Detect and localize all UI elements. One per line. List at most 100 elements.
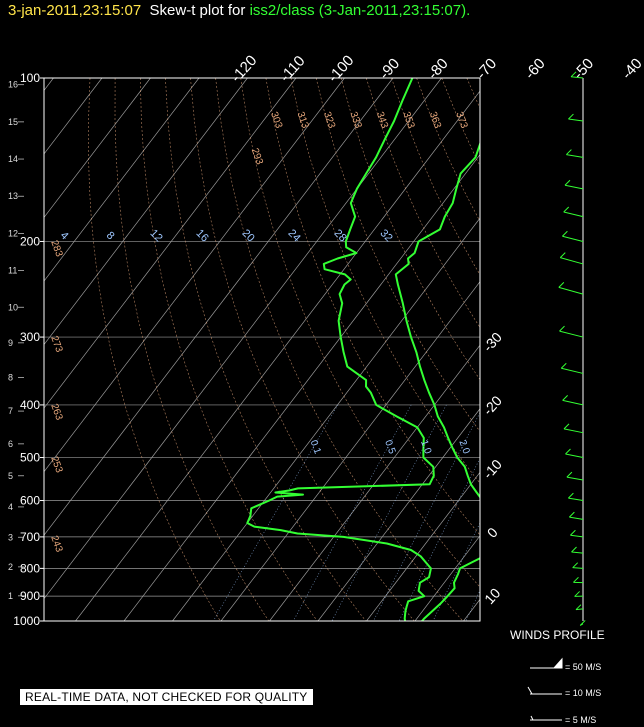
wind-barb-feather [565, 448, 571, 455]
pressure-tick-label: 400 [20, 398, 40, 412]
dry-adiabat-line [416, 78, 480, 222]
pressure-tick-label: 300 [20, 330, 40, 344]
wind-barb-feather [559, 325, 565, 332]
right-temperature-label: -10 [480, 456, 506, 482]
height-tick-label: 4 [8, 502, 13, 512]
mixing-ratio-top-label: 32 [378, 227, 395, 244]
isotherm-line [44, 78, 248, 346]
quality-disclaimer: REAL-TIME DATA, NOT CHECKED FOR QUALITY [20, 689, 313, 705]
wind-barb-feather [563, 206, 570, 213]
wind-legend-symbol-50 [530, 657, 563, 669]
dry-adiabat-line [114, 78, 270, 621]
skewt-labels: 1002003004005006007008009001000123456789… [8, 52, 644, 628]
mixing-ratio-low-label: 2.0 [456, 439, 471, 456]
pressure-tick-label: 700 [20, 530, 40, 544]
dry-adiabat-label: 353 [400, 110, 416, 130]
isotherm-line [44, 78, 345, 473]
wind-barb [558, 286, 584, 295]
wind-barb [561, 367, 584, 374]
right-temperature-label: -20 [480, 392, 506, 418]
top-temperature-label: -100 [325, 52, 358, 86]
isotherm-line [609, 78, 644, 621]
wind-barb [570, 534, 584, 538]
mixing-ratio-line [213, 404, 339, 621]
wind-barb-feather [562, 230, 568, 237]
wind-barb [571, 551, 584, 554]
height-tick-label: 13 [8, 191, 18, 201]
wind-barb-feather [564, 179, 571, 186]
wind-barb [570, 76, 584, 79]
pressure-tick-label: 100 [20, 71, 40, 85]
isotherm-line [44, 78, 297, 409]
wind-barb [566, 476, 584, 481]
temperature-trace [394, 141, 480, 621]
top-temperature-label: -40 [619, 55, 644, 82]
wind-barb-feather [579, 620, 586, 626]
wind-legend-symbol-10 [527, 686, 562, 695]
wind-barb-feather [568, 492, 574, 499]
dry-adiabat-line [290, 78, 480, 484]
dry-adiabat-line [492, 78, 644, 621]
pressure-tick-label: 1000 [13, 614, 40, 628]
dry-adiabat-label: 273 [48, 335, 64, 355]
dry-adiabat-line [592, 78, 644, 621]
wind-barb-feather [562, 395, 568, 401]
mixing-ratio-top-label: 12 [148, 227, 165, 244]
skewt-frame [42, 77, 481, 622]
mixing-ratio-line [331, 404, 447, 621]
isotherm-line [44, 78, 200, 282]
dry-adiabat-line [366, 78, 480, 328]
height-tick-label: 8 [8, 372, 13, 382]
wind-legend-50: = 50 M/S [565, 662, 602, 672]
wind-barb-feather [568, 113, 574, 120]
mixing-ratio-line [496, 405, 595, 621]
height-tick-label: 6 [8, 439, 13, 449]
wind-barb [563, 428, 584, 434]
wind-barb [563, 211, 584, 218]
height-tick-label: 12 [8, 228, 18, 238]
dry-adiabat-line [567, 78, 644, 621]
wind-barb-feather [559, 252, 566, 258]
wind-barb-feather [570, 529, 576, 536]
mixing-ratio-line [398, 457, 480, 621]
dry-adiabat-label: 293 [249, 147, 265, 167]
wind-legend-5: = 5 M/S [565, 715, 597, 725]
winds-profile-title: WINDS PROFILE [510, 628, 605, 642]
wind-barb-feather [570, 71, 577, 78]
isotherm-line [366, 471, 480, 621]
dry-adiabat-label: 253 [48, 455, 64, 475]
mixing-ratio-low-label: 0.5 [382, 439, 397, 456]
isotherm-line [317, 408, 480, 621]
wind-legend-10: = 10 M/S [565, 688, 602, 698]
dry-adiabat-line [340, 78, 480, 381]
height-tick-label: 11 [8, 266, 17, 276]
dry-adiabat-label: 263 [48, 402, 64, 422]
height-tick-label: 1 [8, 591, 13, 601]
skewt-plot-area [44, 78, 644, 621]
height-tick-label: 5 [8, 471, 13, 481]
height-tick-label: 15 [8, 117, 18, 127]
pressure-tick-label: 500 [20, 451, 40, 465]
dry-adiabat-line [240, 78, 480, 588]
mixing-ratio-low-label: 0.1 [308, 439, 323, 456]
isotherm-line [44, 78, 151, 219]
wind-barb [565, 453, 584, 459]
wind-barb-feather [566, 149, 572, 155]
mixing-ratio-top-label: 16 [194, 227, 211, 244]
dry-adiabat-label: 373 [453, 110, 469, 130]
pressure-tick-label: 600 [20, 494, 40, 508]
mixing-ratio-low-label: 1.0 [418, 439, 433, 456]
wind-barb-feather [563, 423, 570, 430]
isotherm-line [414, 535, 480, 621]
dry-adiabat-label: 243 [48, 534, 64, 554]
wind-barb [575, 608, 584, 611]
height-tick-label: 10 [8, 302, 18, 312]
height-tick-label: 2 [8, 562, 13, 572]
dry-adiabat-line [140, 78, 318, 621]
dry-adiabat-line [215, 78, 464, 621]
wind-barb [564, 184, 584, 190]
dry-adiabat-label: 303 [268, 110, 284, 130]
top-temperature-label: -60 [522, 55, 549, 82]
dry-adiabat-label: 283 [48, 239, 64, 259]
